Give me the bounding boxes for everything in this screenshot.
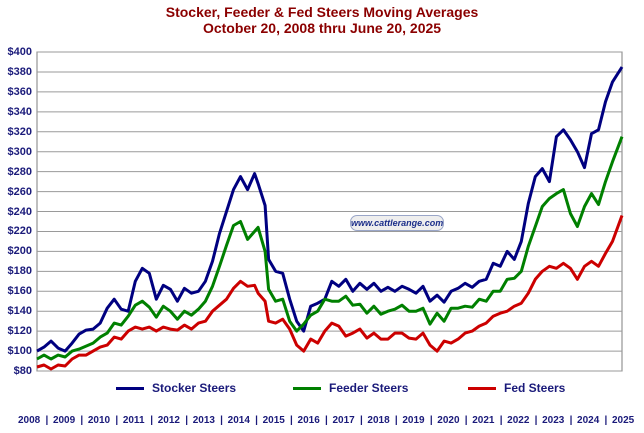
y-tick-label: $200 bbox=[7, 245, 32, 258]
x-tick-separator: | bbox=[359, 415, 363, 426]
y-tick-label: $300 bbox=[7, 145, 32, 158]
x-tick-label: 2018 bbox=[367, 415, 390, 426]
y-tick-label: $120 bbox=[7, 325, 32, 338]
x-tick-label: 2009 bbox=[52, 415, 76, 426]
watermark-label: www.cattlerange.com bbox=[350, 215, 444, 231]
y-tick-label: $100 bbox=[7, 345, 32, 358]
x-tick-separator: | bbox=[464, 415, 468, 426]
y-tick-label: $340 bbox=[7, 105, 32, 118]
x-tick-separator: | bbox=[255, 415, 258, 426]
x-tick-label: 2016 bbox=[297, 415, 320, 426]
x-tick-label: 2015 bbox=[262, 415, 285, 426]
legend-item-stocker-steers: Stocker Steers bbox=[116, 381, 236, 395]
legend-swatch-fed bbox=[468, 386, 496, 390]
x-tick-separator: | bbox=[150, 415, 154, 426]
y-tick-label: $400 bbox=[7, 46, 32, 58]
x-tick-label: 2013 bbox=[192, 415, 215, 426]
x-tick-separator: | bbox=[80, 415, 84, 426]
y-tick-label: $140 bbox=[7, 305, 32, 318]
x-tick-label: 2017 bbox=[332, 415, 355, 426]
x-tick-label: 2025 bbox=[612, 415, 635, 426]
x-tick-label: 2024 bbox=[577, 415, 600, 426]
x-tick-label: 2008 bbox=[18, 415, 41, 426]
x-tick-separator: | bbox=[499, 415, 503, 426]
y-tick-label: $240 bbox=[7, 205, 32, 218]
x-tick-separator: | bbox=[604, 415, 608, 426]
x-tick-separator: | bbox=[569, 415, 573, 426]
legend-label-fed: Fed Steers bbox=[504, 381, 566, 395]
y-tick-label: $380 bbox=[7, 65, 32, 78]
x-tick-label: 2020 bbox=[437, 415, 460, 426]
y-tick-label: $320 bbox=[7, 125, 32, 138]
x-tick-separator: | bbox=[290, 415, 293, 426]
legend-label-stocker: Stocker Steers bbox=[152, 381, 237, 395]
x-tick-separator: | bbox=[534, 415, 538, 426]
x-tick-label: 2023 bbox=[542, 415, 565, 426]
y-tick-label: $280 bbox=[7, 165, 32, 178]
chart-title: Stocker, Feeder & Fed Steers Moving Aver… bbox=[165, 4, 479, 20]
x-tick-separator: | bbox=[45, 415, 49, 426]
x-tick-label: 2014 bbox=[227, 415, 250, 426]
x-tick-label: 2012 bbox=[157, 415, 180, 426]
series-line-feeder-steers bbox=[36, 136, 624, 361]
series-line-fed-steers bbox=[36, 214, 624, 371]
x-tick-separator: | bbox=[115, 415, 119, 426]
legend-swatch-stocker bbox=[116, 386, 144, 390]
y-tick-label: $80 bbox=[13, 365, 32, 377]
x-tick-label: 2010 bbox=[87, 415, 111, 426]
x-tick-separator: | bbox=[220, 415, 223, 426]
x-tick-separator: | bbox=[325, 415, 328, 426]
x-tick-label: 2021 bbox=[472, 415, 495, 426]
x-tick-label: 2019 bbox=[402, 415, 425, 426]
legend-label-feeder: Feeder Steers bbox=[329, 381, 409, 395]
x-tick-label: 2022 bbox=[507, 415, 530, 426]
y-tick-label: $180 bbox=[7, 265, 32, 278]
x-tick-separator: | bbox=[394, 415, 398, 426]
legend-item-fed-steers: Fed Steers bbox=[468, 381, 565, 395]
x-tick-separator: | bbox=[429, 415, 433, 426]
y-tick-label: $220 bbox=[7, 225, 32, 238]
chart-subtitle: October 20, 2008 thru June 20, 2025 bbox=[202, 20, 442, 36]
legend-item-feeder-steers: Feeder Steers bbox=[293, 381, 408, 395]
y-tick-label: $260 bbox=[7, 185, 32, 198]
x-tick-label: 2011 bbox=[122, 415, 145, 426]
legend-swatch-feeder bbox=[293, 386, 321, 390]
y-tick-label: $360 bbox=[7, 85, 32, 98]
y-tick-label: $160 bbox=[7, 285, 32, 298]
x-tick-separator: | bbox=[185, 415, 189, 426]
